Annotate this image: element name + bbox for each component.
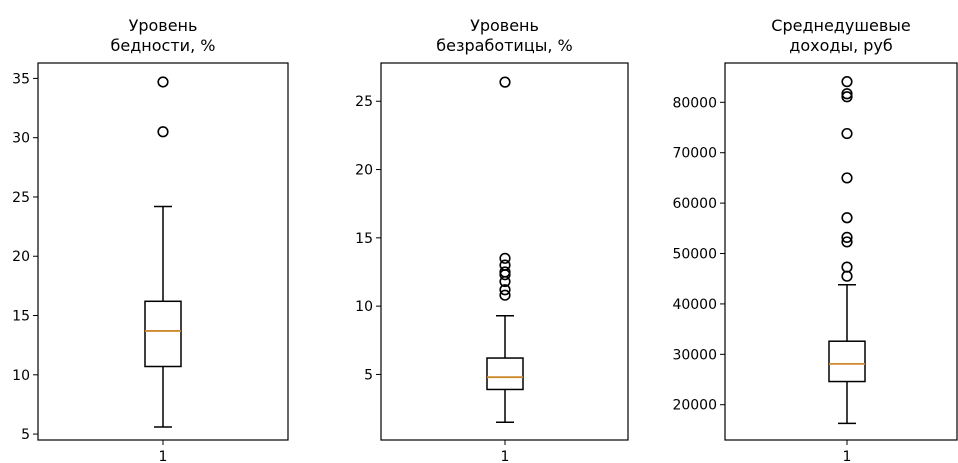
y-tick-label: 10 <box>355 299 373 315</box>
outlier-point <box>841 231 853 243</box>
y-tick-label: 40000 <box>672 297 717 313</box>
chart-title-line: бедности, % <box>111 36 216 55</box>
y-tick-label: 60000 <box>672 196 717 212</box>
chart-title-line: доходы, руб <box>789 36 892 55</box>
outlier-point <box>499 289 511 301</box>
outlier-point <box>841 88 853 100</box>
y-tick-label: 50000 <box>672 247 717 263</box>
x-tick-label: 1 <box>501 449 510 463</box>
outlier-point <box>157 76 169 88</box>
y-tick-label: 20000 <box>672 398 717 414</box>
y-tick-label: 20 <box>355 163 373 179</box>
y-tick-label: 25 <box>355 94 373 110</box>
outlier-point <box>841 236 853 248</box>
y-tick-label: 70000 <box>672 146 717 162</box>
outlier-point <box>499 266 511 278</box>
outlier-point <box>841 261 853 273</box>
chart-title-line: Уровень <box>470 16 539 35</box>
plot-frame <box>724 62 958 441</box>
outlier-point <box>841 212 853 224</box>
chart-title-line: Уровень <box>129 16 198 35</box>
outlier-point <box>841 76 853 88</box>
outlier-point <box>499 284 511 296</box>
outlier-point <box>841 172 853 184</box>
iqr-box <box>144 300 182 368</box>
y-tick-label: 35 <box>12 71 30 87</box>
y-tick-label: 15 <box>12 309 30 325</box>
outlier-point <box>499 259 511 271</box>
x-tick-label: 1 <box>159 449 168 463</box>
y-tick-label: 10 <box>12 368 30 384</box>
y-tick-label: 30 <box>12 131 30 147</box>
y-tick-label: 30000 <box>672 347 717 363</box>
x-tick-label: 1 <box>843 449 852 463</box>
iqr-box <box>828 340 866 383</box>
outlier-point <box>841 127 853 140</box>
y-tick-label: 5 <box>364 367 373 383</box>
chart-title-line: Среднедушевые <box>771 16 910 35</box>
outlier-point <box>841 270 853 282</box>
plot-frame <box>37 62 289 441</box>
y-tick-label: 25 <box>12 190 30 206</box>
y-tick-label: 80000 <box>672 95 717 111</box>
outlier-point <box>157 126 169 138</box>
y-tick-label: 15 <box>355 231 373 247</box>
outlier-point <box>499 76 511 88</box>
y-tick-label: 20 <box>12 249 30 265</box>
chart-title-line: безработицы, % <box>436 36 572 55</box>
outlier-point <box>841 91 853 103</box>
plot-frame <box>380 62 629 441</box>
outlier-point <box>499 252 511 264</box>
y-tick-label: 5 <box>21 427 30 443</box>
iqr-box <box>486 357 524 391</box>
